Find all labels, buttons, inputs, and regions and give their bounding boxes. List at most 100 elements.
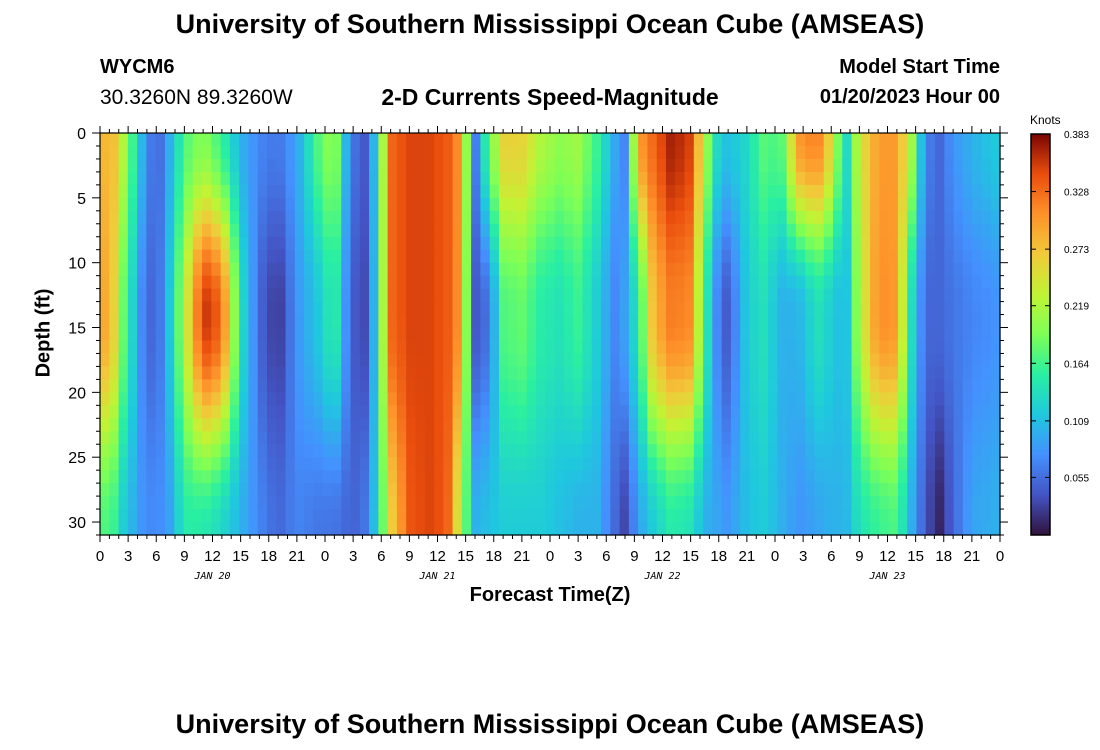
heatmap-cell (740, 197, 751, 212)
colorbar-units: Knots (1030, 113, 1061, 127)
heatmap-cell (675, 353, 686, 368)
heatmap-cell (730, 262, 741, 277)
heatmap-cell (239, 275, 250, 290)
heatmap-cell (814, 353, 825, 368)
heatmap-cell (907, 158, 918, 173)
heatmap-cell (693, 431, 704, 445)
heatmap-cell (378, 470, 389, 484)
heatmap-cell (981, 366, 992, 380)
heatmap-cell (294, 522, 305, 536)
heatmap-cell (935, 236, 945, 251)
heatmap-cell (192, 483, 203, 497)
heatmap-cell (981, 522, 992, 536)
heatmap-cell (619, 483, 630, 497)
heatmap-cell (248, 133, 259, 147)
heatmap-cell (322, 353, 333, 368)
heatmap-cell (109, 288, 120, 303)
heatmap-cell (452, 366, 463, 380)
heatmap-cell (452, 184, 463, 199)
heatmap-cell (517, 275, 528, 290)
heatmap-cell (749, 379, 760, 393)
heatmap-cell (276, 496, 287, 510)
heatmap-cell (601, 496, 611, 510)
heatmap-cell (155, 483, 166, 497)
heatmap-cell (740, 522, 751, 536)
heatmap-cell (545, 457, 556, 471)
heatmap-cell (322, 197, 333, 212)
x-tick-label: 15 (907, 548, 924, 565)
heatmap-cell (378, 197, 389, 212)
heatmap-cell (786, 223, 797, 238)
heatmap-cell (842, 262, 853, 277)
heatmap-cell (155, 444, 166, 458)
heatmap-cell (517, 405, 528, 419)
heatmap-cell (907, 431, 918, 445)
heatmap-cell (174, 223, 185, 238)
heatmap-cell (721, 405, 732, 419)
heatmap-cell (341, 197, 352, 212)
heatmap-cell (897, 392, 908, 406)
heatmap-cell (712, 418, 723, 432)
heatmap-cell (387, 431, 398, 445)
heatmap-cell (638, 457, 649, 471)
heatmap-cell (127, 340, 138, 355)
heatmap-cell (907, 171, 918, 186)
heatmap-cell (294, 249, 305, 264)
heatmap-cell (387, 133, 398, 147)
heatmap-cell (851, 133, 862, 147)
heatmap-cell (285, 444, 296, 458)
heatmap-cell (461, 392, 472, 406)
heatmap-cell (953, 158, 964, 173)
heatmap-cell (322, 483, 333, 497)
heatmap-cell (888, 340, 899, 355)
heatmap-cell (294, 418, 305, 432)
heatmap-cell (582, 133, 593, 147)
heatmap-cell (536, 496, 546, 510)
heatmap-cell (591, 379, 602, 393)
y-tick-label: 5 (77, 191, 86, 208)
heatmap-cell (248, 340, 259, 355)
heatmap-cell (517, 470, 528, 484)
heatmap-cell (953, 340, 964, 355)
heatmap-cell (656, 496, 667, 510)
heatmap-cell (981, 509, 992, 523)
heatmap-cell (508, 353, 519, 368)
heatmap-cell (582, 340, 593, 355)
heatmap-cell (137, 288, 147, 303)
heatmap-cell (740, 496, 751, 510)
heatmap-cell (350, 444, 361, 458)
heatmap-cell (257, 184, 268, 199)
heatmap-cell (703, 366, 713, 380)
heatmap-cell (990, 366, 1001, 380)
heatmap-cell (211, 470, 222, 484)
heatmap-cell (703, 145, 713, 160)
heatmap-cell (619, 133, 630, 147)
heatmap-cell (610, 366, 621, 380)
heatmap-cell (860, 249, 871, 264)
day-label: JAN 20 (193, 571, 230, 582)
heatmap-cell (740, 133, 751, 147)
heatmap-cell (406, 327, 417, 342)
heatmap-cell (768, 236, 778, 251)
heatmap-cell (749, 392, 760, 406)
heatmap-cell (118, 509, 129, 523)
heatmap-cell (879, 223, 890, 238)
x-axis-label: Forecast Time(Z) (469, 584, 631, 606)
heatmap-cell (257, 392, 268, 406)
heatmap-cell (202, 457, 212, 471)
heatmap-cell (749, 483, 760, 497)
heatmap-cell (795, 496, 806, 510)
heatmap-cell (248, 496, 259, 510)
heatmap-cell (248, 483, 259, 497)
heatmap-cell (972, 340, 983, 355)
heatmap-cell (953, 133, 964, 147)
heatmap-cell (304, 301, 314, 316)
heatmap-cell (879, 210, 890, 225)
heatmap-cell (257, 158, 268, 173)
day-label: JAN 21 (418, 571, 455, 582)
heatmap-cell (378, 314, 389, 329)
heatmap-cell (294, 133, 305, 147)
heatmap-cell (443, 145, 454, 160)
heatmap-cell (851, 392, 862, 406)
heatmap-cell (619, 184, 630, 199)
